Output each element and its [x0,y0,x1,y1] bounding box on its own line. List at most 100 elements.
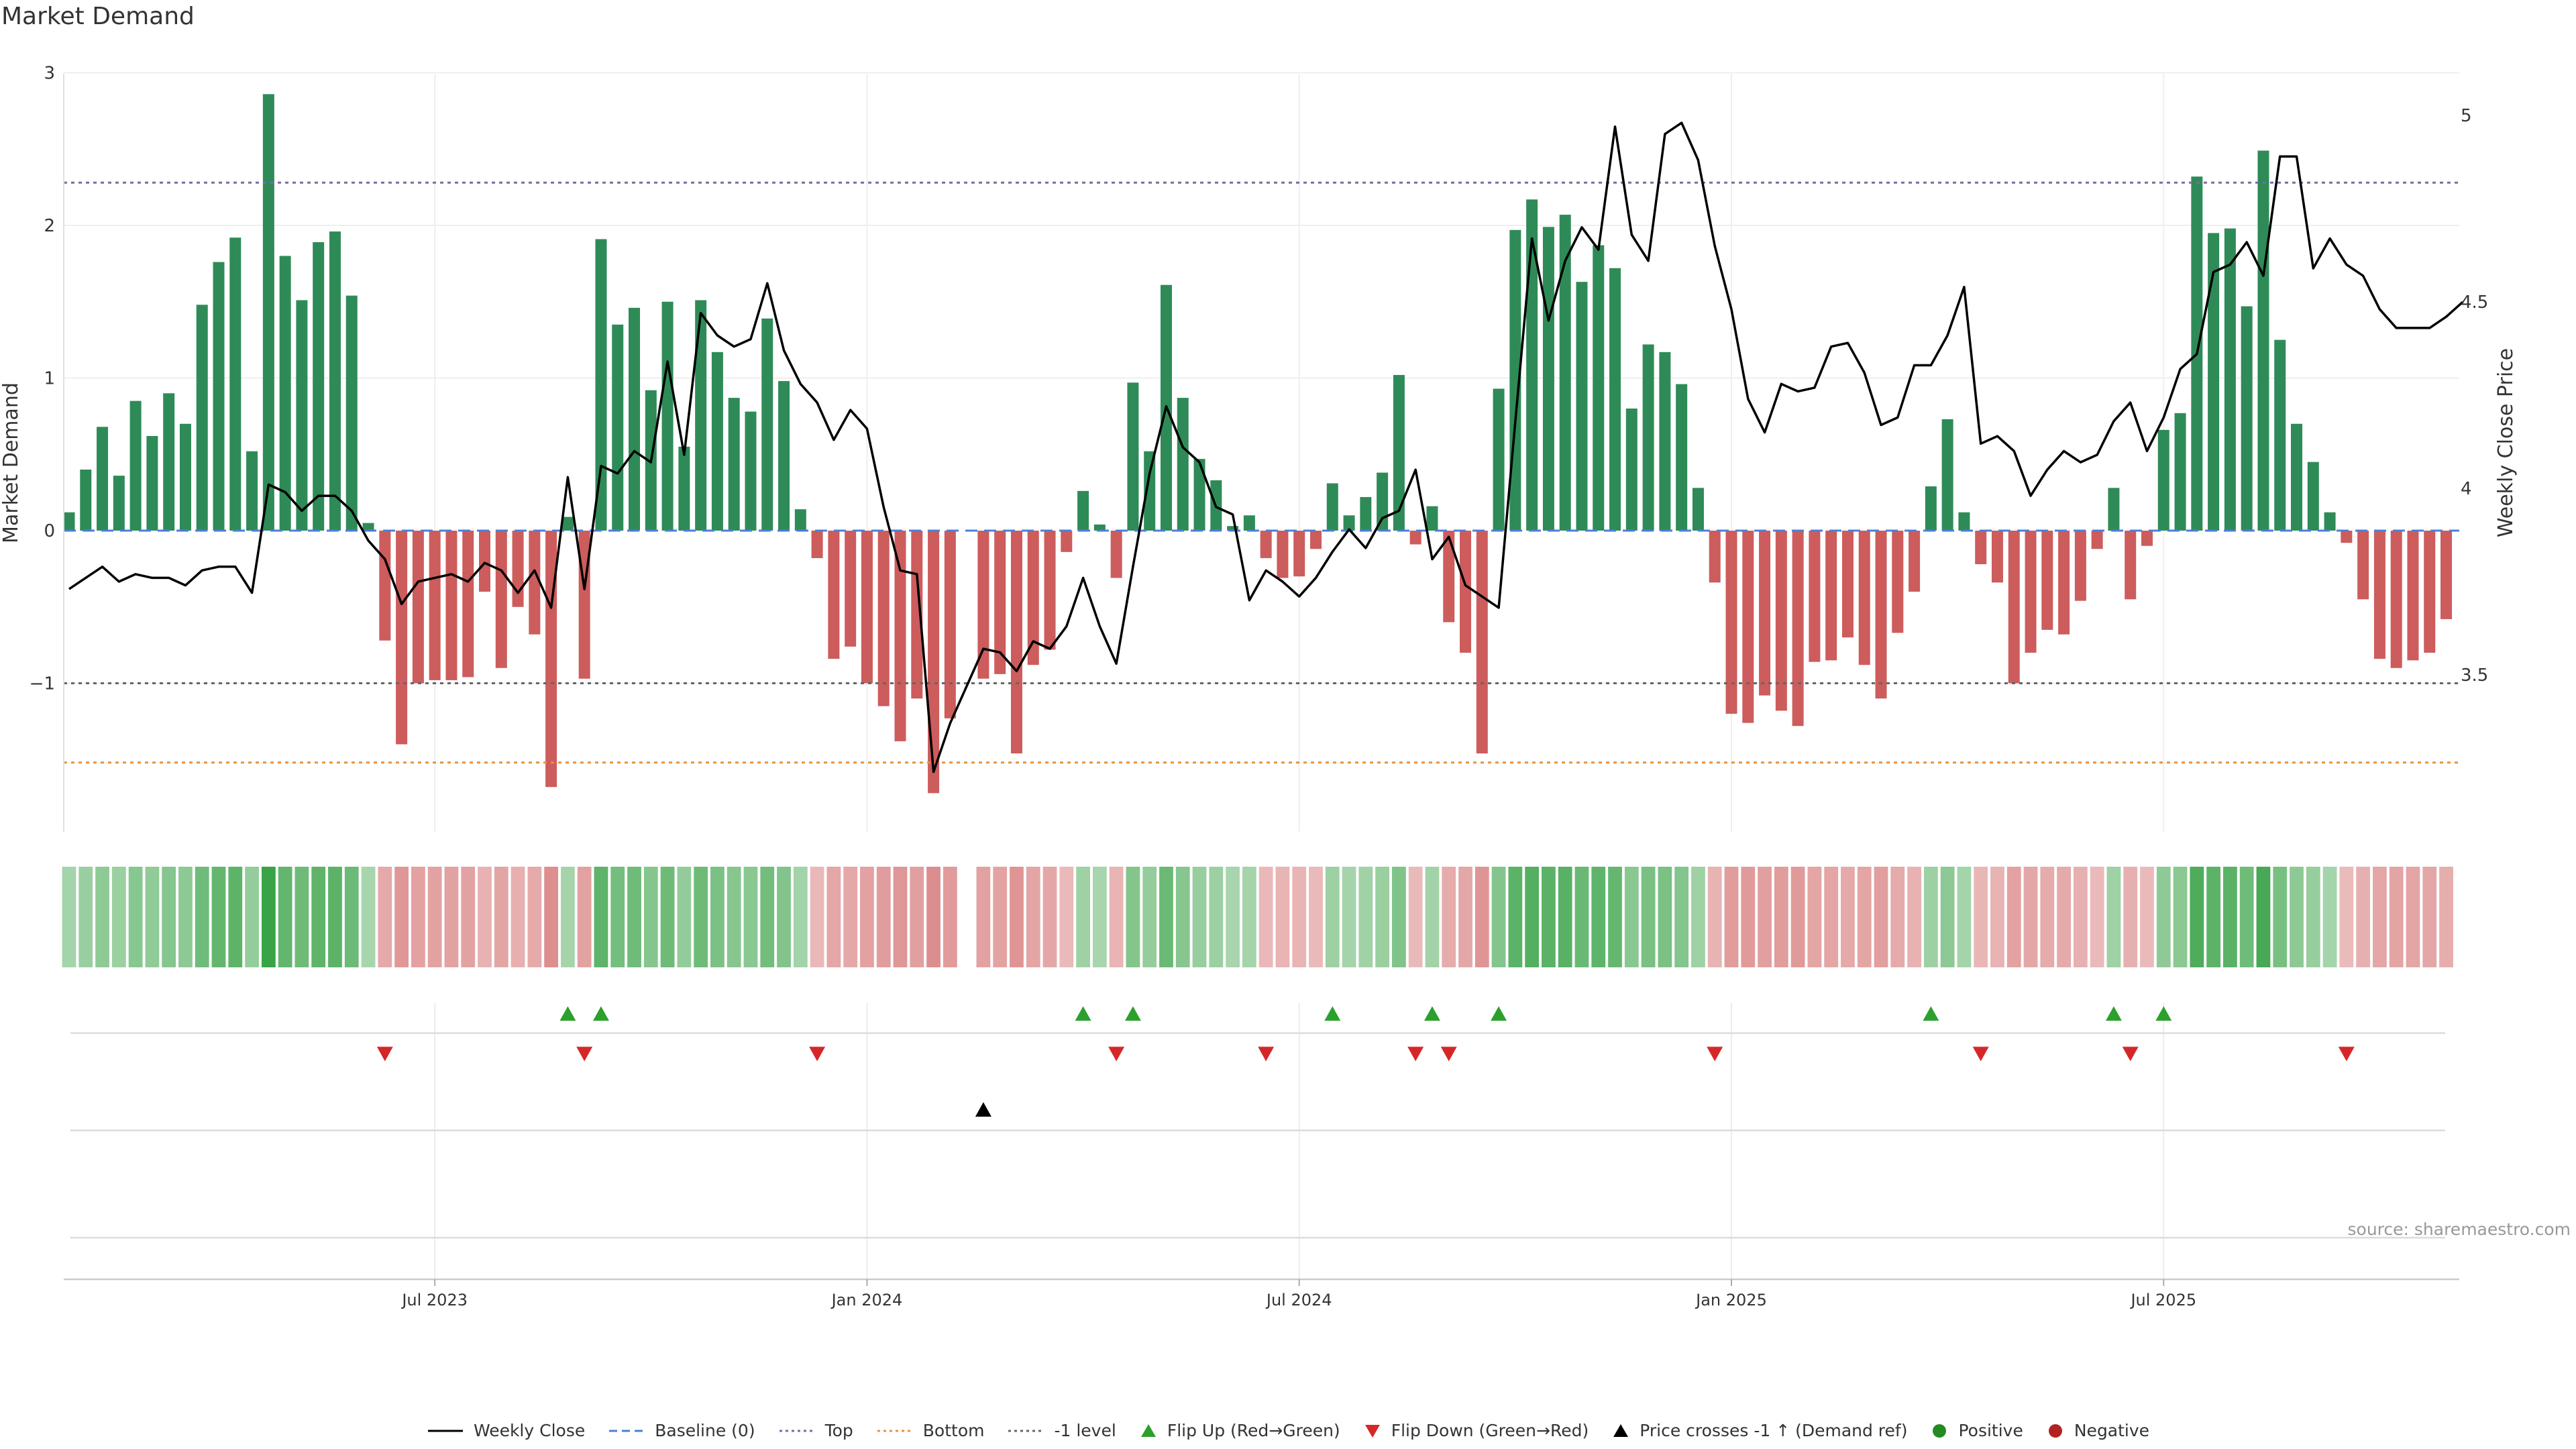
demand-bar-positive [2307,462,2319,531]
demand-bar-positive [1193,459,1205,531]
demand-bar-negative [877,531,890,706]
heat-cell [311,867,326,967]
demand-bar-negative [1975,531,1987,565]
demand-bar-positive [213,262,225,531]
heat-cell [145,867,160,967]
line-dotted-icon [779,1430,814,1432]
demand-bar-negative [1443,531,1455,623]
heat-cell [1392,867,1406,967]
demand-bar-positive [1243,515,1255,531]
demand-bar-negative [2091,531,2103,549]
demand-bar-positive [80,470,92,531]
heat-cell [2073,867,2088,967]
heat-cell [1209,867,1224,967]
price-cross-marker [975,1102,991,1117]
y2-axis-title: Weekly Close Price [2494,348,2518,537]
y2-tick-label: 5 [2461,106,2472,126]
heat-cell [2273,867,2288,967]
heat-cell [245,867,259,967]
heat-cell [1957,867,1972,967]
demand-bar-negative [2341,531,2353,543]
demand-bar-negative [2074,531,2086,601]
heat-cell [1990,867,2004,967]
heat-cell [1608,867,1622,967]
heat-cell [2006,867,2021,967]
demand-bar-negative [1409,531,1421,545]
heat-cell [195,867,209,967]
demand-bar-negative [1892,531,1904,633]
heat-cell [943,867,957,967]
heat-cell [1258,867,1273,967]
heat-cell [128,867,143,967]
heat-cell [2389,867,2404,967]
demand-bar-negative [894,531,906,741]
demand-bar-positive [612,324,624,531]
heat-cell [860,867,874,967]
heat-cell [810,867,824,967]
heat-cell [1442,867,1456,967]
heat-cell [2406,867,2420,967]
legend-item: Positive [1930,1421,2023,1440]
y-tick-label: −1 [30,674,55,694]
heat-cell [1126,867,1140,967]
heat-cell [1674,867,1689,967]
demand-bar-negative [545,531,557,788]
line-dotted-icon [1008,1430,1044,1432]
y-tick-label: 2 [44,216,55,236]
demand-bar-negative [412,531,424,684]
heat-cell [777,867,791,967]
heat-cell [378,867,392,967]
flip-down-marker [2122,1046,2139,1061]
weekly-close-line [68,121,2464,773]
heat-cell [876,867,891,967]
demand-bars [63,94,2453,794]
heat-cell [344,867,359,967]
heat-cell [1508,867,1523,967]
demand-bar-positive [1077,490,1089,531]
demand-bar-negative [1476,531,1488,754]
demand-bar-negative [1809,531,1821,662]
legend-item: Weekly Close [427,1421,585,1440]
demand-bar-negative [2025,531,2037,653]
heat-cell [411,867,425,967]
demand-bar-negative [429,531,441,680]
heat-cell [1175,867,1190,967]
dot-icon [2048,1424,2062,1438]
flip-up-marker [1923,1006,1939,1021]
demand-bar-negative [512,531,524,607]
heat-cell [1641,867,1656,967]
heat-cell [727,867,741,967]
x-tick-label: Jan 2025 [1695,1291,1767,1309]
heat-cell [2106,867,2121,967]
demand-bar-negative [479,531,490,592]
demand-bar-negative [1991,531,2003,583]
heat-cell [1758,867,1772,967]
heat-cell [1309,867,1323,967]
heat-cell [478,867,492,967]
demand-bar-positive [1692,488,1704,531]
demand-bar-positive [761,318,773,531]
heat-cell [2322,867,2337,967]
demand-bar-positive [229,237,241,531]
demand-bar-positive [129,400,142,531]
heat-cell [444,867,459,967]
flip-down-marker [1972,1046,1989,1061]
triangle-up-icon [1140,1424,1156,1437]
heat-cell [1010,867,1024,967]
flip-down-marker [2338,1046,2355,1061]
heat-cell [95,867,109,967]
flip-up-marker [559,1006,576,1021]
demand-bar-negative [2008,531,2020,684]
heat-cell [162,867,176,967]
heat-cell [1325,867,1340,967]
flip-up-marker [1424,1006,1440,1021]
demand-bar-negative [529,531,541,635]
heat-cell [2422,867,2437,967]
heat-cell [294,867,309,967]
legend-label: Negative [2074,1421,2150,1440]
flip-down-marker [1707,1046,1723,1061]
demand-bar-positive [2291,423,2303,531]
heat-cell [178,867,193,967]
heat-cell [1474,867,1489,967]
demand-bar-positive [1676,384,1688,531]
